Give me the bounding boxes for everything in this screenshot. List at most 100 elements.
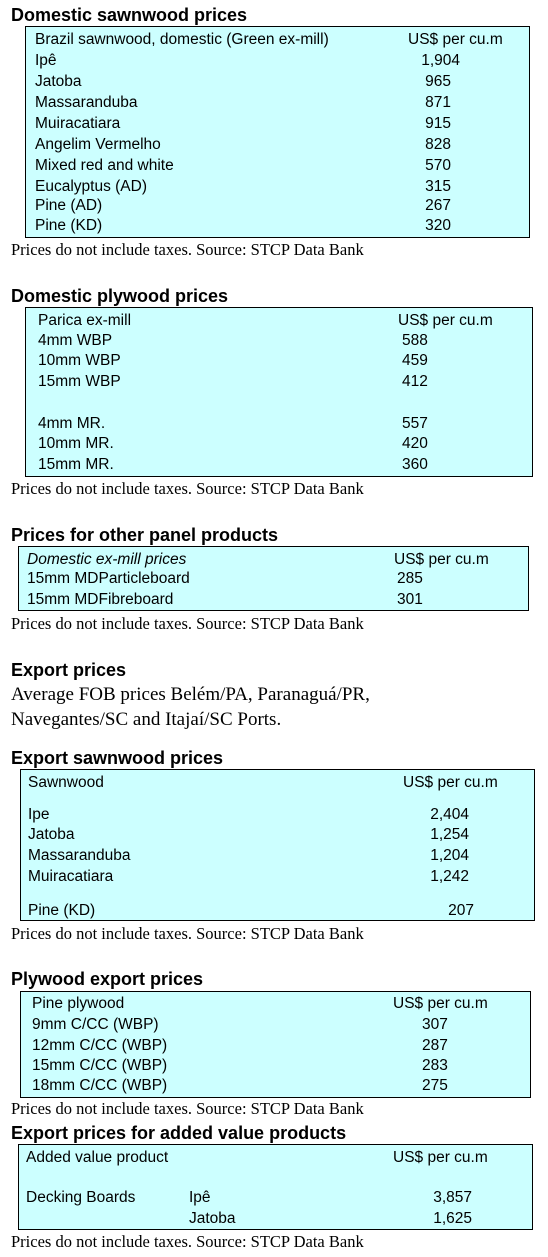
export-sawnwood-table: Sawnwood US$ per cu.m Ipe 2,404 Jatoba 1… bbox=[20, 769, 535, 921]
row-value: 588 bbox=[402, 332, 428, 349]
table-row: Massaranduba 871 bbox=[26, 92, 529, 113]
row-value: 915 bbox=[425, 115, 451, 132]
row-label: Muiracatiara bbox=[35, 115, 121, 132]
row-value: 412 bbox=[402, 373, 428, 390]
table-row: 15mm WBP 412 bbox=[26, 371, 532, 392]
table-row: Mixed red and white 570 bbox=[26, 155, 529, 176]
header-unit: US$ per cu.m bbox=[393, 1149, 488, 1166]
row-value: 1,242 bbox=[430, 868, 469, 885]
table-row: 4mm MR. 557 bbox=[26, 413, 532, 434]
row-label: Jatoba bbox=[189, 1210, 236, 1227]
table-row: Pine (KD) 320 bbox=[26, 215, 529, 236]
header-unit: US$ per cu.m bbox=[403, 774, 498, 791]
table-header: Brazil sawnwood, domestic (Green ex-mill… bbox=[26, 29, 529, 50]
header-label: Parica ex-mill bbox=[38, 312, 132, 329]
header-unit: US$ per cu.m bbox=[398, 312, 493, 329]
table-row: 12mm C/CC (WBP) 287 bbox=[21, 1035, 530, 1056]
source-note: Prices do not include taxes. Source: STC… bbox=[11, 240, 364, 259]
table-row: Muiracatiara 915 bbox=[26, 113, 529, 134]
table-row: 15mm MDParticleboard 285 bbox=[19, 568, 528, 589]
row-label: 4mm WBP bbox=[38, 332, 113, 349]
row-label: 15mm WBP bbox=[38, 373, 121, 390]
row-value: 557 bbox=[402, 415, 428, 432]
export-sawnwood-title: Export sawnwood prices bbox=[11, 748, 224, 768]
source-note: Prices do not include taxes. Source: STC… bbox=[11, 1232, 364, 1251]
export-prices-text-line1: Average FOB prices Belém/PA, Paranaguá/P… bbox=[11, 684, 370, 705]
row-label: Pine (KD) bbox=[28, 902, 96, 919]
table-row: 15mm MR. 360 bbox=[26, 454, 532, 475]
table-row: 10mm WBP 459 bbox=[26, 350, 532, 371]
row-value: 1,904 bbox=[421, 52, 460, 69]
row-label: 18mm C/CC (WBP) bbox=[32, 1077, 168, 1094]
added-value-table: Added value product US$ per cu.m Decking… bbox=[18, 1144, 533, 1230]
row-value: 283 bbox=[422, 1057, 448, 1074]
table-row: Pine (KD) 207 bbox=[21, 900, 534, 921]
table-row: 10mm MR. 420 bbox=[26, 433, 532, 454]
header-unit: US$ per cu.m bbox=[408, 31, 503, 48]
table-row: 18mm C/CC (WBP) 275 bbox=[21, 1075, 530, 1096]
header-label: Domestic ex-mill prices bbox=[27, 551, 187, 568]
row-value: 275 bbox=[422, 1077, 448, 1094]
row-value: 3,857 bbox=[433, 1189, 472, 1206]
domestic-sawnwood-table: Brazil sawnwood, domestic (Green ex-mill… bbox=[25, 26, 530, 238]
added-value-title: Export prices for added value products bbox=[11, 1123, 347, 1143]
row-label: 15mm MDParticleboard bbox=[27, 570, 190, 587]
row-value: 965 bbox=[425, 73, 451, 90]
table-row: 15mm MDFibreboard 301 bbox=[19, 589, 528, 610]
row-value: 285 bbox=[397, 570, 423, 587]
table-row: Jatoba 965 bbox=[26, 71, 529, 92]
table-row: 9mm C/CC (WBP) 307 bbox=[21, 1014, 530, 1035]
row-value: 871 bbox=[425, 94, 451, 111]
row-value: 420 bbox=[402, 435, 428, 452]
row-label: Massaranduba bbox=[35, 94, 138, 111]
row-label: 10mm MR. bbox=[38, 435, 114, 452]
table-header: Added value product US$ per cu.m bbox=[19, 1147, 532, 1168]
table-row: 4mm WBP 588 bbox=[26, 330, 532, 351]
row-label: Angelim Vermelho bbox=[35, 136, 161, 153]
row-label: 10mm WBP bbox=[38, 352, 121, 369]
row-value: 207 bbox=[448, 902, 474, 919]
table-row: Ipê 1,904 bbox=[26, 50, 529, 71]
other-panels-title: Prices for other panel products bbox=[11, 525, 279, 545]
header-label: Pine plywood bbox=[32, 995, 125, 1012]
table-row: Ipe 2,404 bbox=[21, 804, 534, 825]
row-label: Massaranduba bbox=[28, 847, 131, 864]
row-label: Eucalyptus (AD) bbox=[35, 178, 147, 195]
row-value: 828 bbox=[425, 136, 451, 153]
row-value: 307 bbox=[422, 1016, 448, 1033]
row-label: Muiracatiara bbox=[28, 868, 114, 885]
table-row: Jatoba 1,254 bbox=[21, 824, 534, 845]
row-value: 1,204 bbox=[430, 847, 469, 864]
domestic-plywood-table: Parica ex-mill US$ per cu.m 4mm WBP 588 … bbox=[25, 307, 533, 477]
domestic-sawnwood-title: Domestic sawnwood prices bbox=[11, 5, 248, 25]
plywood-export-table: Pine plywood US$ per cu.m 9mm C/CC (WBP)… bbox=[20, 991, 531, 1098]
row-label: Pine (AD) bbox=[35, 197, 103, 214]
row-label: 4mm MR. bbox=[38, 415, 106, 432]
row-value: 320 bbox=[425, 217, 451, 234]
table-row: Muiracatiara 1,242 bbox=[21, 866, 534, 887]
row-label: Ipê bbox=[35, 52, 57, 69]
table-header: Domestic ex-mill prices US$ per cu.m bbox=[19, 549, 528, 570]
row-value: 301 bbox=[397, 591, 423, 608]
row-value: 315 bbox=[425, 178, 451, 195]
table-header: Sawnwood US$ per cu.m bbox=[21, 772, 534, 793]
row-label: Jatoba bbox=[28, 826, 75, 843]
row-value: 267 bbox=[425, 197, 451, 214]
row-value: 1,254 bbox=[430, 826, 469, 843]
export-prices-title: Export prices bbox=[11, 660, 127, 680]
header-unit: US$ per cu.m bbox=[393, 995, 488, 1012]
plywood-export-title: Plywood export prices bbox=[11, 969, 204, 989]
row-value: 287 bbox=[422, 1037, 448, 1054]
row-label: Jatoba bbox=[35, 73, 82, 90]
row-label: Pine (KD) bbox=[35, 217, 103, 234]
source-note: Prices do not include taxes. Source: STC… bbox=[11, 1099, 364, 1118]
source-note: Prices do not include taxes. Source: STC… bbox=[11, 924, 364, 943]
table-row: Eucalyptus (AD) 315 bbox=[26, 176, 529, 197]
table-row: Jatoba 1,625 bbox=[19, 1208, 532, 1229]
other-panels-table: Domestic ex-mill prices US$ per cu.m 15m… bbox=[18, 546, 529, 611]
header-unit: US$ per cu.m bbox=[394, 551, 489, 568]
header-label: Brazil sawnwood, domestic (Green ex-mill… bbox=[35, 31, 329, 48]
row-label: 15mm MDFibreboard bbox=[27, 591, 174, 608]
table-row: Angelim Vermelho 828 bbox=[26, 134, 529, 155]
table-row: Massaranduba 1,204 bbox=[21, 845, 534, 866]
